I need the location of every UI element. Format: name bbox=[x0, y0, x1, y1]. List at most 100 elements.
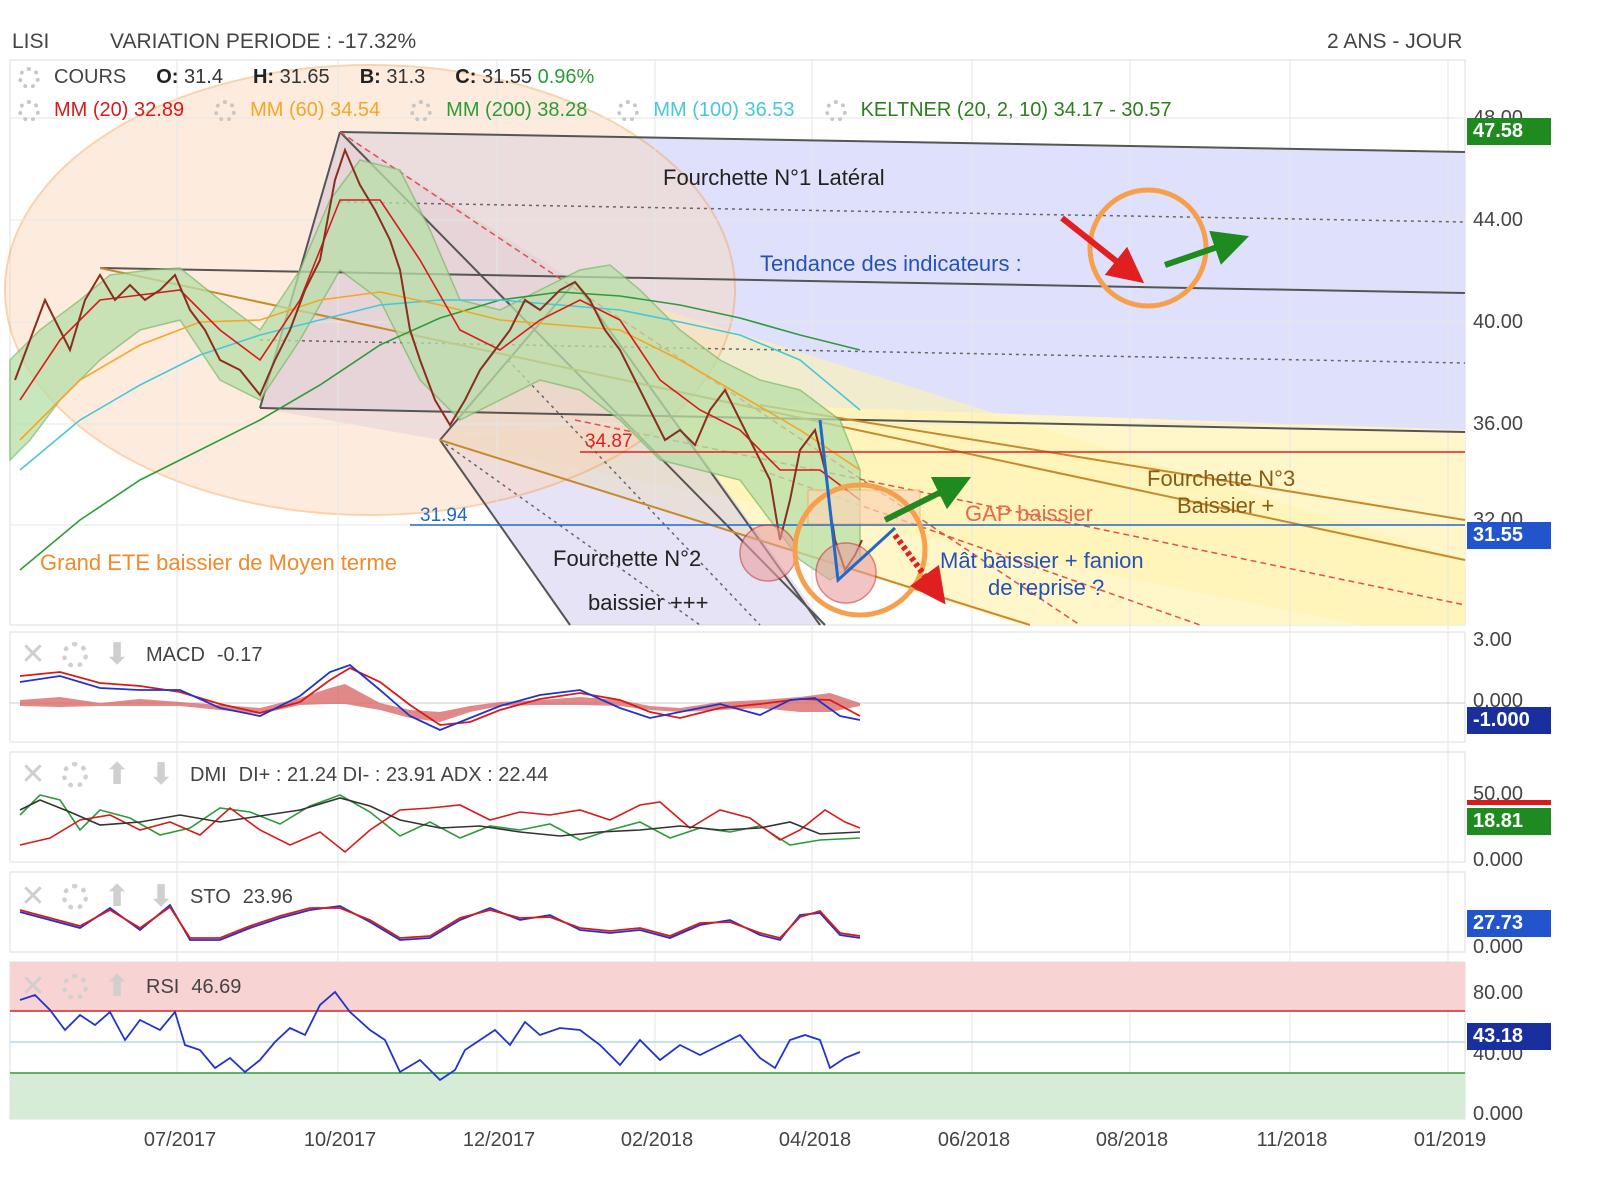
rsi-value: 46.69 bbox=[191, 975, 242, 998]
close-value: C: 31.55 0.96% bbox=[455, 66, 595, 88]
top-price-tag: 47.58 bbox=[1467, 118, 1551, 145]
open-value: O: 31.4 bbox=[156, 66, 223, 88]
rsi-gear-icon[interactable] bbox=[62, 974, 88, 1000]
x-label-2: 12/2017 bbox=[463, 1129, 535, 1151]
focus-circle bbox=[792, 482, 928, 618]
rsi-chart: 80.00 40.00 0.000 bbox=[10, 962, 1523, 1125]
dmi-value-tag: 18.81 bbox=[1467, 808, 1551, 835]
sto-k-line bbox=[19, 903, 861, 942]
dmi-close-icon[interactable]: ✕ bbox=[20, 758, 46, 791]
small-circle-left bbox=[739, 524, 797, 582]
dmi-panel-frame bbox=[9, 751, 1466, 863]
rsi-up-arrow-icon[interactable]: ⬆ bbox=[104, 970, 130, 1003]
rsi-toolbar: ✕ ⬆ RSI 46.69 bbox=[18, 972, 241, 1002]
fork-mid-lines bbox=[259, 201, 1466, 626]
legend-cours-row: COURS O: 31.4 H: 31.65 B: 31.3 C: 31.55 … bbox=[18, 66, 624, 89]
mm60-gear-icon[interactable] bbox=[214, 99, 237, 122]
macd-down-arrow-icon[interactable]: ⬇ bbox=[104, 638, 130, 671]
sto-value-tag: 27.73 bbox=[1467, 910, 1551, 937]
gap-annotation: GAP baissier bbox=[965, 501, 1093, 526]
x-label-1: 10/2017 bbox=[304, 1129, 376, 1151]
variation-label: VARIATION PERIODE : -17.32% bbox=[110, 30, 417, 53]
y-tick-36: 36.00 bbox=[1473, 413, 1523, 435]
last-price-tag: 31.55 bbox=[1467, 522, 1551, 549]
macd-value-tag: -1.000 bbox=[1467, 707, 1551, 734]
sto-toolbar: ✕ ⬆ ⬇ STO 23.96 bbox=[18, 880, 292, 913]
dmi-gear-icon[interactable] bbox=[62, 762, 88, 788]
adx-line bbox=[19, 797, 861, 837]
cours-label: COURS bbox=[54, 66, 127, 88]
macd-chart: 3.00 0.000 bbox=[10, 629, 1523, 731]
x-label-4: 04/2018 bbox=[779, 1129, 851, 1151]
period-label[interactable]: 2 ANS - JOUR bbox=[1327, 30, 1463, 53]
rsi-line bbox=[19, 990, 861, 1082]
dmi-toolbar: ✕ ⬆ ⬇ DMI DI+ : 21.24 DI- : 23.91 ADX : … bbox=[18, 760, 548, 790]
rebound-green-arrow bbox=[883, 476, 972, 523]
sto-close-icon[interactable]: ✕ bbox=[20, 880, 46, 913]
mm100-gear-icon[interactable] bbox=[617, 99, 640, 122]
price-line bbox=[14, 147, 863, 573]
x-label-7: 11/2018 bbox=[1257, 1129, 1328, 1151]
macd-value: -0.17 bbox=[216, 643, 263, 666]
rsi-overbought-zone bbox=[10, 962, 1465, 1011]
dmi-label: DMI bbox=[190, 763, 227, 786]
rsi-oversold-zone bbox=[10, 1073, 1465, 1119]
mast-annotation-line2: de reprise ? bbox=[988, 575, 1104, 600]
x-axis: 07/2017 10/2017 12/2017 02/2018 04/2018 … bbox=[144, 1129, 1486, 1151]
mm20-gear-icon[interactable] bbox=[18, 99, 40, 122]
x-label-6: 08/2018 bbox=[1096, 1129, 1168, 1151]
rsi-value-tag: 43.18 bbox=[1467, 1023, 1551, 1050]
x-label-5: 06/2018 bbox=[938, 1129, 1010, 1151]
dmi-value: DI+ : 21.24 DI- : 23.91 ADX : 22.44 bbox=[238, 763, 549, 786]
dmi-red-tick bbox=[1467, 800, 1551, 805]
mm200-line bbox=[19, 291, 861, 571]
mm20-legend: MM (20) 32.89 bbox=[54, 99, 185, 121]
cours-gear-icon[interactable] bbox=[18, 66, 40, 89]
high-value: H: 31.65 bbox=[252, 66, 330, 88]
mm60-line bbox=[19, 291, 861, 471]
macd-histogram bbox=[20, 684, 860, 722]
rsi-close-icon[interactable]: ✕ bbox=[20, 970, 46, 1003]
symbol-title: LISI bbox=[12, 30, 50, 53]
macd-line bbox=[19, 663, 861, 731]
keltner-gear-icon[interactable] bbox=[824, 99, 847, 122]
y-tick-40: 40.00 bbox=[1473, 311, 1523, 333]
sto-label: STO bbox=[190, 885, 231, 908]
sto-down-arrow-icon[interactable]: ⬇ bbox=[148, 880, 174, 913]
mm60-legend: MM (60) 34.54 bbox=[250, 99, 381, 121]
low-value: B: 31.3 bbox=[359, 66, 426, 88]
y-tick-44: 44.00 bbox=[1473, 209, 1523, 231]
sto-chart: 0.000 bbox=[19, 903, 1523, 958]
dmi-down-arrow-icon[interactable]: ⬇ bbox=[148, 758, 174, 791]
legend-ma-row: MM (20) 32.89 MM (60) 34.54 MM (200) 38.… bbox=[18, 99, 1201, 122]
macd-gear-icon[interactable] bbox=[62, 642, 88, 668]
sto-y-0: 0.000 bbox=[1473, 936, 1523, 958]
x-label-3: 02/2018 bbox=[621, 1129, 693, 1151]
mm200-gear-icon[interactable] bbox=[410, 99, 433, 122]
dmi-y-0: 0.000 bbox=[1473, 849, 1523, 871]
indicator-red-arrow bbox=[1060, 215, 1145, 284]
indicator-green-arrow bbox=[1164, 230, 1250, 268]
indicators-annotation: Tendance des indicateurs : bbox=[760, 251, 1022, 276]
dmi-up-arrow-icon[interactable]: ⬆ bbox=[104, 758, 130, 791]
macd-label: MACD bbox=[146, 643, 205, 666]
sto-up-arrow-icon[interactable]: ⬆ bbox=[104, 880, 130, 913]
macd-y-3: 3.00 bbox=[1473, 629, 1512, 651]
fork3-annotation-line1: Fourchette N°3 bbox=[1147, 466, 1295, 491]
sto-panel-frame bbox=[9, 871, 1466, 953]
fork2-annotation-line2: baissier +++ bbox=[588, 590, 708, 615]
macd-close-icon[interactable]: ✕ bbox=[20, 638, 46, 671]
rsi-y-0: 0.000 bbox=[1473, 1103, 1523, 1125]
sto-d-line bbox=[19, 905, 861, 940]
ete-annotation: Grand ETE baissier de Moyen terme bbox=[40, 550, 397, 575]
x-label-8: 01/2019 bbox=[1414, 1129, 1486, 1151]
blue-level-label: 31.94 bbox=[420, 505, 468, 526]
mm20-line bbox=[19, 199, 861, 501]
dmi-y-50: 50.00 bbox=[1473, 783, 1523, 805]
macd-toolbar: ✕ ⬇ MACD -0.17 bbox=[18, 640, 262, 670]
mm100-line bbox=[19, 299, 861, 471]
sto-gear-icon[interactable] bbox=[62, 884, 88, 910]
mm100-legend: MM (100) 36.53 bbox=[653, 99, 795, 121]
keltner-legend: KELTNER (20, 2, 10) 34.17 - 30.57 bbox=[860, 99, 1172, 121]
